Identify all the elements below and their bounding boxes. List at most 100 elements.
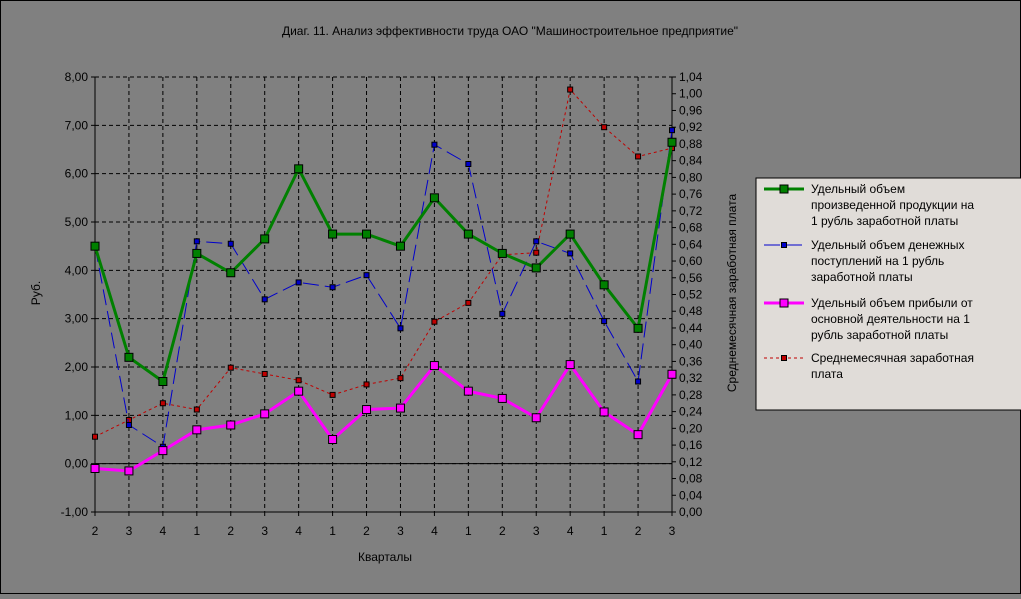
- data-point: [497, 393, 507, 403]
- data-point: [159, 400, 166, 407]
- data-point: [635, 153, 642, 160]
- data-point: [124, 466, 134, 476]
- data-point: [328, 229, 338, 239]
- y2-tick-label: 0,28: [679, 388, 703, 402]
- data-point: [192, 425, 202, 435]
- data-point: [497, 248, 507, 258]
- y2-tick-label: 0,72: [679, 204, 703, 218]
- data-point: [226, 268, 236, 278]
- y2-tick-label: 0,60: [679, 254, 703, 268]
- x-tick-label: 1: [601, 524, 608, 538]
- data-point: [397, 325, 404, 332]
- data-point: [363, 272, 370, 279]
- y2-tick-label: 0,84: [679, 154, 703, 168]
- y2-tick-label: 0,52: [679, 288, 703, 302]
- data-point: [227, 240, 234, 247]
- legend-label: 1 рубль заработной платы: [811, 214, 958, 228]
- x-tick-label: 1: [329, 524, 336, 538]
- y2-tick-label: 0,20: [679, 421, 703, 435]
- legend: Удельный объем произведенной продукции на…: [755, 177, 1021, 411]
- legend-label: рубль заработной платы: [811, 328, 948, 342]
- y2-tick-label: 0,16: [679, 438, 703, 452]
- data-point: [531, 413, 541, 423]
- data-point: [261, 296, 268, 303]
- data-point: [431, 318, 438, 325]
- data-point: [329, 391, 336, 398]
- legend-label: произведенной продукции на: [811, 198, 974, 212]
- data-point: [499, 310, 506, 317]
- y2-tick-label: 0,08: [679, 472, 703, 486]
- data-point: [633, 430, 643, 440]
- data-point: [429, 361, 439, 371]
- y2-tick-label: 0,68: [679, 221, 703, 235]
- x-tick-label: 2: [92, 524, 99, 538]
- legend-label: Удельный объем прибыли от: [811, 296, 973, 310]
- y2-tick-label: 0,04: [679, 488, 703, 502]
- data-point: [669, 127, 675, 134]
- data-point: [226, 420, 236, 430]
- legend-label: основной деятельности на 1: [811, 312, 970, 326]
- x-tick-label: 3: [261, 524, 268, 538]
- data-point: [158, 446, 168, 456]
- data-point: [633, 323, 643, 333]
- chart-title: Диаг. 11. Анализ эффективности труда ОАО…: [282, 24, 738, 38]
- x-tick-label: 4: [431, 524, 438, 538]
- y2-tick-label: 0,92: [679, 120, 703, 134]
- series-line: [94, 88, 673, 438]
- data-point: [362, 405, 372, 415]
- data-point: [667, 137, 677, 147]
- x-axis-title: Кварталы: [358, 550, 412, 564]
- x-tick-label: 4: [160, 524, 167, 538]
- legend-label: Удельный объем: [811, 182, 905, 196]
- y2-tick-label: 0,48: [679, 304, 703, 318]
- data-point: [429, 193, 439, 203]
- data-point: [90, 241, 100, 251]
- y2-tick-label: 0,76: [679, 187, 703, 201]
- data-point: [295, 377, 302, 384]
- data-point: [124, 352, 134, 362]
- series-line: [94, 361, 674, 473]
- data-point: [125, 422, 132, 428]
- data-point: [599, 280, 609, 290]
- data-point: [261, 370, 268, 377]
- series-line: [94, 130, 673, 448]
- data-point: [260, 409, 270, 419]
- legend-swatch-marker: [781, 355, 787, 361]
- data-point: [667, 369, 677, 379]
- legend-swatch-marker: [779, 298, 789, 308]
- legend-label: заработной платы: [811, 270, 913, 284]
- data-point: [463, 386, 473, 396]
- data-point: [431, 141, 438, 148]
- y-tick-label: 2,00: [65, 360, 89, 374]
- data-point: [227, 364, 234, 371]
- data-point: [601, 124, 608, 131]
- x-tick-label: 3: [533, 524, 540, 538]
- y2-tick-label: 0,96: [679, 103, 703, 117]
- y-tick-label: 8,00: [65, 70, 89, 84]
- data-point: [567, 86, 574, 93]
- data-point: [90, 464, 100, 473]
- legend-box: [755, 177, 1021, 411]
- data-point: [565, 229, 575, 239]
- y2-tick-label: 1,00: [679, 87, 703, 101]
- plot-layer: -1,00 0,00 1,00 2,00 3,00 4,00 5,00 6,00 7,00 8,0…: [61, 70, 703, 538]
- data-point: [533, 238, 540, 245]
- legend-label: Среднемесячная заработная: [811, 351, 974, 365]
- y-tick-label: 0,00: [65, 457, 89, 471]
- y2-tick-label: 0,00: [679, 505, 703, 519]
- x-tick-label: 2: [363, 524, 370, 538]
- data-point: [362, 229, 372, 239]
- data-point: [567, 250, 574, 257]
- data-point: [329, 284, 336, 291]
- x-tick-label: 1: [193, 524, 200, 538]
- data-point: [294, 164, 304, 174]
- legend-swatch-marker: [779, 184, 789, 194]
- y2-tick-label: 0,32: [679, 371, 703, 385]
- data-point: [635, 378, 642, 385]
- data-point: [193, 406, 200, 413]
- y2-tick-label: 0,80: [679, 170, 703, 184]
- data-point: [294, 386, 304, 396]
- y2-tick-label: 0,24: [679, 405, 703, 419]
- legend-swatch-marker: [781, 242, 787, 248]
